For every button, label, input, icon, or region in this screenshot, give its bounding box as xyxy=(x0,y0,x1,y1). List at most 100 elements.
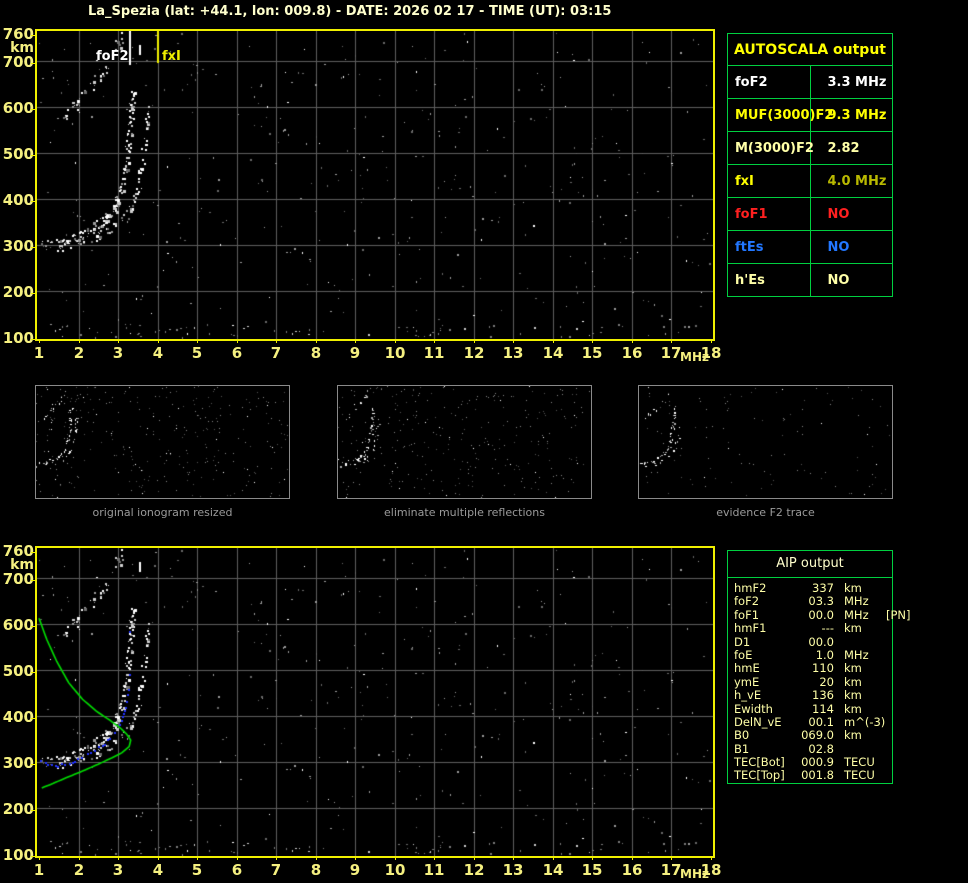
aip-unit: km xyxy=(844,701,862,716)
aip-output-table: AIP output hmF2 337 km foF2 03.3 MHz foF1 00.0 M… xyxy=(727,550,911,784)
autoscala-table-title: AUTOSCALA output xyxy=(727,33,893,66)
y-tick-label: 300 xyxy=(2,237,34,255)
y-tick-mark xyxy=(31,626,35,627)
y-tick-mark xyxy=(31,339,35,340)
aip-extra xyxy=(886,756,892,769)
x-tick-mark xyxy=(711,856,712,860)
aip-unit: km xyxy=(844,621,862,636)
x-tick-label: 14 xyxy=(542,344,564,362)
aip-unit: MHz xyxy=(844,594,869,609)
x-tick-label: 2 xyxy=(73,344,85,362)
autoscala-row-value: 2.82 xyxy=(809,131,893,165)
x-tick-label: 4 xyxy=(152,861,164,879)
x-tick-label: 6 xyxy=(231,861,243,879)
aip-name: hmF1 xyxy=(734,621,767,636)
autoscala-row-fof1: foF1 NO xyxy=(727,197,893,231)
autoscala-row-label: ftEs xyxy=(727,230,811,264)
y-tick-mark xyxy=(31,155,35,156)
x-tick-mark xyxy=(79,856,80,860)
x-tick-label: 6 xyxy=(231,344,243,362)
x-axis-unit: MHz xyxy=(680,350,709,364)
aip-extra xyxy=(886,703,892,716)
thumbnail-evidence-f2-trace xyxy=(638,385,893,499)
x-tick-mark xyxy=(276,856,277,860)
aip-extra xyxy=(886,582,892,595)
aip-val: 000.9 xyxy=(801,755,834,770)
autoscala-row-value: 9.3 MHz xyxy=(809,98,893,132)
y-tick-label: 600 xyxy=(2,616,34,634)
x-tick-mark xyxy=(592,339,593,343)
aip-extra xyxy=(886,595,892,608)
thumbnail-caption-evidence: evidence F2 trace xyxy=(716,506,815,519)
x-tick-label: 12 xyxy=(463,861,485,879)
y-tick-mark xyxy=(31,109,35,110)
aip-row-hmf2: hmF2 337 km xyxy=(734,581,892,595)
aip-unit xyxy=(840,743,886,756)
aip-unit: TECU xyxy=(844,755,875,770)
x-tick-mark xyxy=(39,339,40,343)
aip-name: h_vE xyxy=(734,688,762,703)
top-ionogram-plot xyxy=(37,31,713,339)
x-tick-mark xyxy=(434,339,435,343)
aip-unit xyxy=(840,636,886,649)
aip-name: DelN_vE xyxy=(734,714,782,729)
aip-row-tectop: TEC[Top] 001.8 TECU xyxy=(734,769,892,782)
autoscala-row-value: NO xyxy=(809,230,893,264)
aip-unit: km xyxy=(844,674,862,689)
y-tick-mark xyxy=(31,35,35,36)
y-tick-label: 500 xyxy=(2,145,34,163)
x-tick-label: 12 xyxy=(463,344,485,362)
x-tick-label: 18 xyxy=(700,861,722,879)
aip-val: 1.0 xyxy=(815,647,834,662)
y-tick-label: 760 xyxy=(2,542,34,560)
aip-name: D1 xyxy=(734,634,751,649)
aip-name: B1 xyxy=(734,741,750,756)
x-tick-label: 9 xyxy=(349,861,361,879)
thumbnail-eliminate-reflections xyxy=(337,385,592,499)
aip-unit: MHz xyxy=(844,647,869,662)
aip-extra xyxy=(886,729,892,742)
aip-extra xyxy=(886,743,892,756)
y-tick-label: 100 xyxy=(2,846,34,864)
x-tick-mark xyxy=(553,339,554,343)
x-tick-mark xyxy=(513,339,514,343)
aip-row-hve: h_vE 136 km xyxy=(734,688,892,703)
autoscala-row-label: M(3000)F2 xyxy=(727,131,814,165)
x-tick-mark xyxy=(237,339,238,343)
x-tick-label: 8 xyxy=(310,861,322,879)
y-tick-mark xyxy=(31,293,35,294)
aip-name: foF1 xyxy=(734,607,760,622)
x-tick-label: 4 xyxy=(152,344,164,362)
autoscala-row-ftes: ftEs NO xyxy=(727,230,893,264)
autoscala-row-fof2: foF2 3.3 MHz xyxy=(727,65,893,99)
aip-unit: km xyxy=(844,661,862,676)
x-tick-mark xyxy=(395,856,396,860)
aip-val: 337 xyxy=(812,581,834,595)
y-tick-label: 100 xyxy=(2,329,34,347)
x-tick-mark xyxy=(316,339,317,343)
aip-unit: m^(-3) xyxy=(844,714,886,729)
aip-name: foE xyxy=(734,647,753,662)
aip-row-tecbot: TEC[Bot] 000.9 TECU xyxy=(734,755,892,770)
aip-val: 110 xyxy=(812,661,834,676)
y-tick-label: 300 xyxy=(2,754,34,772)
y-tick-label: 600 xyxy=(2,99,34,117)
autoscala-row-muf3000f2: MUF(3000)F2 9.3 MHz xyxy=(727,98,893,132)
y-tick-label: 400 xyxy=(2,708,34,726)
aip-extra xyxy=(886,662,892,675)
x-tick-mark xyxy=(671,856,672,860)
autoscala-row-fxi: fxI 4.0 MHz xyxy=(727,164,893,198)
aip-name: hmF2 xyxy=(734,581,767,595)
aip-row-b0: B0 069.0 km xyxy=(734,729,892,742)
x-tick-mark xyxy=(237,856,238,860)
aip-row-fof1: foF1 00.0 MHz [PN] xyxy=(734,607,911,622)
aip-row-hme: hmE 110 km xyxy=(734,662,892,675)
x-tick-label: 1 xyxy=(33,861,45,879)
aip-row-yme: ymE 20 km xyxy=(734,674,892,689)
thumbnail-original-ionogram xyxy=(35,385,290,499)
aip-row-b1: B1 02.8 xyxy=(734,741,892,756)
aip-extra xyxy=(886,636,892,649)
aip-extra xyxy=(886,689,892,702)
y-tick-mark xyxy=(31,764,35,765)
